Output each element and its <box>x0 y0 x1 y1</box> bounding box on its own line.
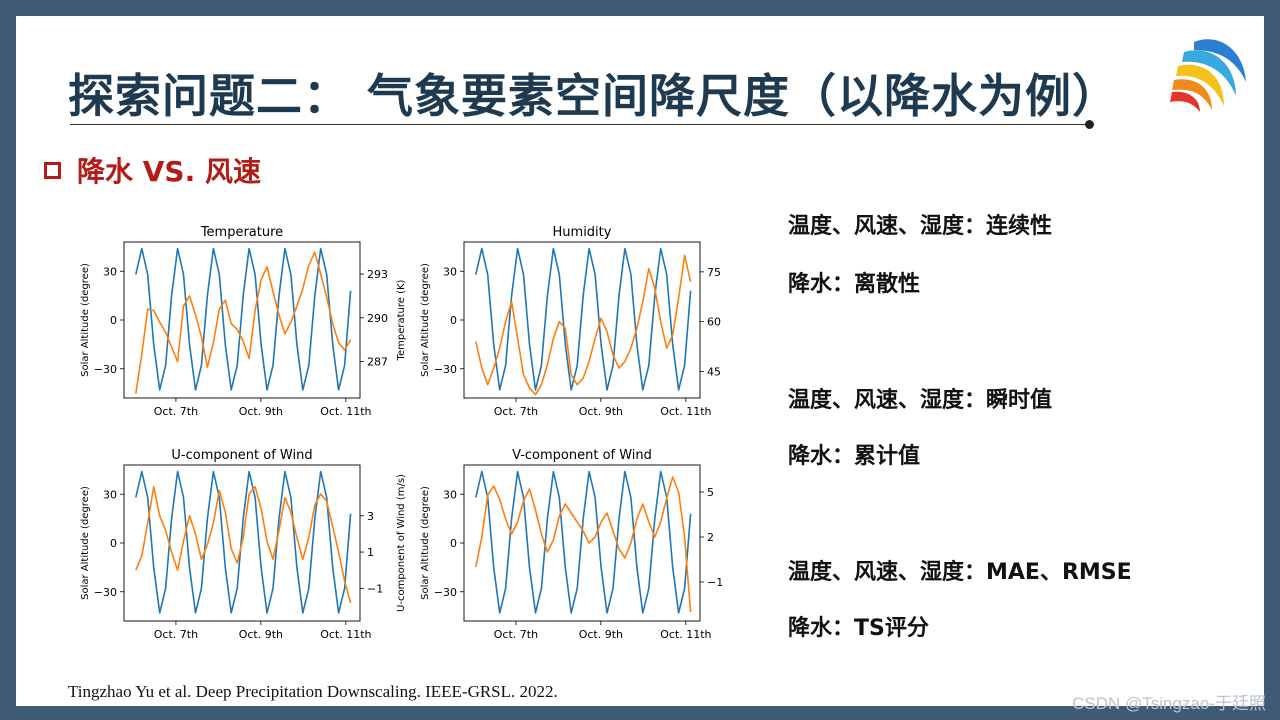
left-tick-label: 30 <box>103 488 117 501</box>
right-tick-label: 1 <box>367 546 374 559</box>
left-axis-label: Solar Altitude (degree) <box>420 263 431 377</box>
x-tick-label: Oct. 11th <box>320 405 371 418</box>
section-heading-label: 降水 VS. 风速 <box>77 155 261 188</box>
x-tick-label: Oct. 9th <box>239 405 283 418</box>
left-tick-label: −30 <box>434 586 457 599</box>
variable-line <box>475 254 692 396</box>
variable-line <box>475 476 692 613</box>
slide-title: 探索问题二： 气象要素空间降尺度（以降水为例） <box>68 69 1120 123</box>
left-tick-label: −30 <box>94 363 117 376</box>
right-axis-label: Temperature (K) <box>396 279 407 361</box>
x-tick-label: Oct. 9th <box>239 628 283 641</box>
right-tick-label: −1 <box>367 582 383 595</box>
chart-title: Temperature <box>200 225 283 240</box>
chart-title: V-component of Wind <box>512 448 652 463</box>
right-tick-label: 3 <box>367 510 374 523</box>
left-axis-label: Solar Altitude (degree) <box>420 486 431 600</box>
right-axis-label: U-component of Wind (m/s) <box>396 474 407 612</box>
left-tick-label: 30 <box>443 265 457 278</box>
x-tick-label: Oct. 11th <box>660 405 711 418</box>
x-tick-label: Oct. 11th <box>660 628 711 641</box>
right-tick-label: 45 <box>707 365 721 378</box>
left-axis-label: Solar Altitude (degree) <box>80 263 91 377</box>
chart-panel-2: Humidity 30 0 −30 75 60 45 Oct. 7th Oct. 9th Oct.… <box>420 225 721 418</box>
x-tick-label: Oct. 7th <box>494 628 538 641</box>
checkbox-bullet-icon <box>44 161 61 179</box>
left-tick-label: −30 <box>94 586 117 599</box>
left-tick-label: 0 <box>450 314 457 327</box>
brand-logo <box>1170 39 1246 112</box>
left-axis-label: Solar Altitude (degree) <box>80 486 91 600</box>
solar-altitude-line <box>135 470 352 614</box>
solar-altitude-line <box>475 470 692 614</box>
solar-altitude-line <box>135 247 352 391</box>
chart-panel-4: V-component of Wind 30 0 −30 5 2 −1 Oct. 7th Oct… <box>420 448 723 641</box>
slide: 探索问题二： 气象要素空间降尺度（以降水为例） 降水 VS. 风速 Temper… <box>16 16 1264 706</box>
x-tick-label: Oct. 9th <box>579 628 623 641</box>
right-tick-label: 287 <box>367 356 388 369</box>
section-heading: 降水 VS. 风速 <box>44 150 261 190</box>
variable-line <box>135 251 352 394</box>
chart-title: U-component of Wind <box>171 448 312 463</box>
x-tick-label: Oct. 9th <box>579 405 623 418</box>
left-tick-label: 0 <box>110 314 117 327</box>
left-tick-label: 0 <box>110 537 117 550</box>
right-tick-label: 5 <box>707 486 714 499</box>
x-tick-label: Oct. 7th <box>154 628 198 641</box>
solar-altitude-line <box>475 247 692 391</box>
chart-title: Humidity <box>553 225 612 240</box>
note-discrete: 降水：离散性 <box>788 272 921 297</box>
note-metrics: 温度、风速、湿度：MAE、RMSE <box>788 560 1132 585</box>
left-tick-label: −30 <box>434 363 457 376</box>
note-instant: 温度、风速、湿度：瞬时值 <box>788 388 1053 413</box>
left-tick-label: 0 <box>450 537 457 550</box>
x-tick-label: Oct. 7th <box>154 405 198 418</box>
note-accumulated: 降水：累计值 <box>788 444 921 469</box>
right-tick-label: −1 <box>707 576 723 589</box>
right-tick-label: 60 <box>707 316 721 329</box>
right-tick-label: 290 <box>367 312 388 325</box>
right-tick-label: 75 <box>707 266 721 279</box>
x-tick-label: Oct. 11th <box>320 628 371 641</box>
chart-panel-3: U-component of Wind 30 0 −30 3 1 −1 Oct. 7th Oct… <box>80 448 407 641</box>
title-divider-dot <box>1085 120 1094 129</box>
citation: Tingzhao Yu et al. Deep Precipitation Do… <box>68 682 558 701</box>
variable-line <box>135 486 352 604</box>
note-ts-score: 降水：TS评分 <box>788 616 929 641</box>
title-divider <box>70 124 1090 125</box>
watermark: CSDN @Tsingzao-于廷照 <box>1072 694 1266 713</box>
note-continuity: 温度、风速、湿度：连续性 <box>788 214 1053 239</box>
chart-panel-1: Temperature 30 0 −30 293 290 287 Oct. 7th Oct. 9… <box>80 225 407 418</box>
x-tick-label: Oct. 7th <box>494 405 538 418</box>
right-tick-label: 293 <box>367 268 388 281</box>
left-tick-label: 30 <box>443 488 457 501</box>
left-tick-label: 30 <box>103 265 117 278</box>
right-tick-label: 2 <box>707 531 714 544</box>
